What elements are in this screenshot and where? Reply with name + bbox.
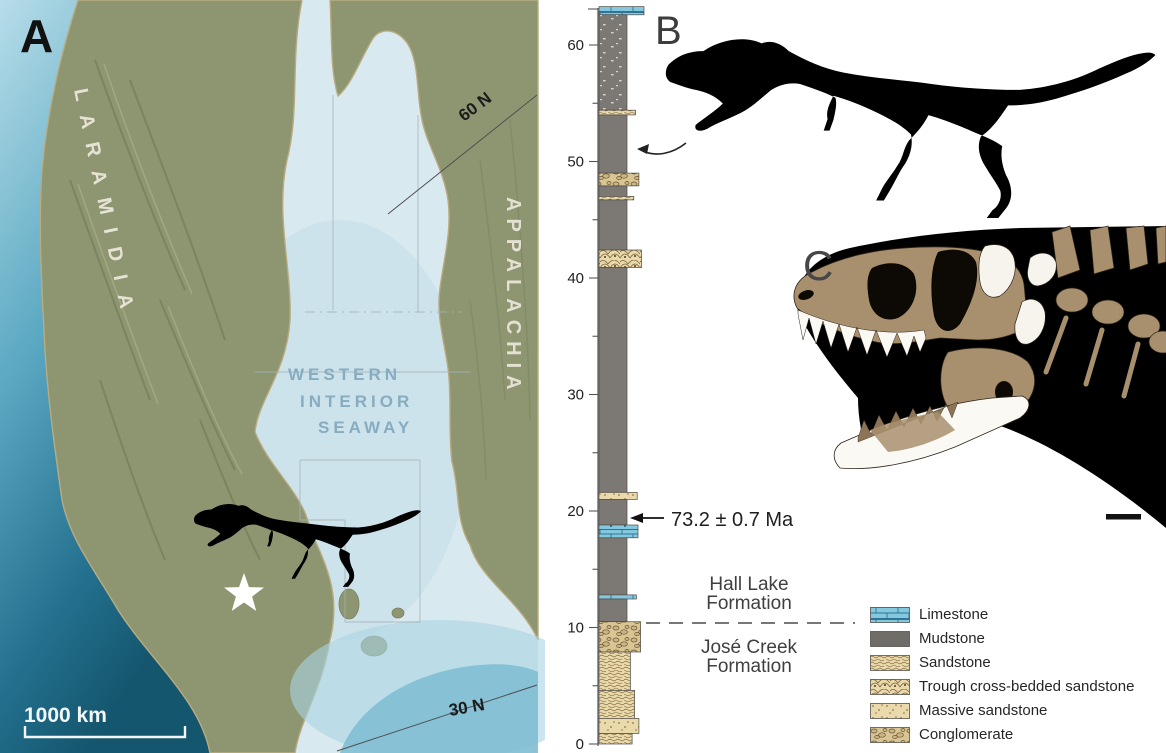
- legend-item-conglomerate: Conglomerate: [870, 724, 1134, 745]
- strat-bed-sandstone: [598, 651, 631, 691]
- hall-lake-formation-label-line2: Formation: [706, 593, 792, 614]
- skull-quadrate-bone: [1014, 298, 1046, 345]
- strat-bed-mudstone_silty: [598, 14, 628, 111]
- appalachia-landmass: [329, 0, 539, 641]
- axis-tick-label: 0: [576, 736, 584, 753]
- legend-swatch-limestone: [870, 606, 910, 623]
- axis-tick-label: 20: [567, 503, 584, 520]
- skull-cervical-ribs: [1043, 315, 1141, 399]
- strat-bed-mudstone: [598, 537, 628, 596]
- skull-reconstruction: [793, 225, 1166, 528]
- paleogeographic-map: 60 N 30 N LARAMIDIA APPALACHIA WESTERN I…: [0, 0, 545, 753]
- legend-swatch-mudstone: [870, 630, 910, 647]
- legend-swatch-conglomerate: [870, 726, 910, 743]
- strat-bed-sandstone: [598, 196, 635, 201]
- jose-creek-formation-label-line2: Formation: [706, 656, 792, 677]
- strat-bed-mudstone: [598, 499, 628, 526]
- skull-orbit: [931, 249, 978, 331]
- axis-tick-label: 30: [567, 387, 584, 404]
- tyrannosaur-silhouette-panel-b: [665, 39, 1156, 218]
- axis-tick-label: 50: [567, 154, 584, 171]
- strat-bed-mudstone: [598, 185, 628, 197]
- legend-label: Mudstone: [919, 630, 985, 647]
- lithology-legend: Limestone Mudstone Sandstone Trough cross-b…: [870, 604, 1134, 745]
- skull-jaw-bone-patch: [870, 412, 955, 452]
- axis-tick-label: 40: [567, 270, 584, 287]
- specimen-level-arrow: [637, 142, 687, 155]
- panel-c-label: C: [803, 242, 833, 289]
- axis-tick-label: 10: [567, 620, 584, 637]
- skull-postorbital-bone: [978, 244, 1016, 298]
- column-axis-ticks: 0 10 20 30 40 50 60: [567, 37, 598, 753]
- axis-tick-label: 60: [567, 37, 584, 54]
- skull-antorbital-fenestra: [867, 263, 917, 320]
- seaway-label-line2: INTERIOR: [300, 392, 413, 411]
- panel-c-scale-bar: [1106, 514, 1141, 520]
- strat-bed-mudstone: [598, 598, 628, 623]
- legend-swatch-massive: [870, 702, 910, 719]
- seaway-label-line3: SEAWAY: [318, 418, 413, 437]
- legend-swatch-sandstone: [870, 654, 910, 671]
- legend-item-massive: Massive sandstone: [870, 700, 1134, 721]
- legend-label: Conglomerate: [919, 726, 1014, 743]
- locality-star-icon: [224, 573, 264, 611]
- strat-bed-sandstone: [598, 690, 635, 719]
- strat-bed-mudstone: [598, 114, 628, 174]
- strat-bed-mudstone: [598, 199, 628, 251]
- legend-label: Massive sandstone: [919, 702, 1048, 719]
- skull-upper-teeth: [797, 309, 927, 358]
- seaway-label-line1: WESTERN: [288, 365, 401, 384]
- hall-lake-formation-label-line1: Hall Lake: [709, 574, 788, 595]
- pacific-ocean: [0, 0, 210, 753]
- gulf-deep-water: [340, 664, 538, 753]
- skull-naris-opening: [798, 290, 814, 300]
- appalachia-label: APPALACHIA: [502, 197, 524, 397]
- legend-label: Limestone: [919, 606, 989, 623]
- appalachia-relief: [469, 119, 531, 481]
- legend-item-sandstone: Sandstone: [870, 652, 1134, 673]
- map-scale-bar: [23, 726, 187, 739]
- map-scale-label: 1000 km: [24, 704, 107, 727]
- laramidia-landmass: [39, 0, 335, 753]
- strat-bed-sandstone: [598, 109, 636, 116]
- strat-bed-limestone: [598, 6, 645, 16]
- seaway-label: WESTERN INTERIOR SEAWAY: [288, 365, 413, 437]
- strat-bed-conglomerate: [598, 621, 641, 653]
- skull-neural-arch-bone: [1027, 252, 1057, 287]
- latitude-line-60n: [387, 94, 538, 215]
- panel-a-label: A: [20, 10, 53, 62]
- jose-creek-formation-label-line1: José Creek: [701, 637, 798, 658]
- age-annotation: 73.2 ± 0.7 Ma: [630, 509, 794, 531]
- legend-label: Sandstone: [919, 654, 991, 671]
- strat-bed-limestone_rubbly: [598, 524, 639, 531]
- strat-bed-massive: [598, 492, 638, 500]
- legend-item-trough: Trough cross-bedded sandstone: [870, 676, 1134, 697]
- laramidia-ridge-highlights: [77, 63, 243, 475]
- age-annotation-label: 73.2 ± 0.7 Ma: [671, 509, 794, 531]
- panel-b-label: B: [655, 9, 682, 53]
- strat-bed-massive: [598, 718, 640, 734]
- legend-swatch-trough: [870, 678, 910, 695]
- strat-bed-sandstone: [598, 733, 633, 745]
- legend-item-limestone: Limestone: [870, 604, 1134, 625]
- strat-bed-trough: [598, 249, 642, 268]
- strat-bed-limestone: [598, 529, 639, 539]
- strat-bed-mudstone: [598, 267, 628, 493]
- strat-bed-limestone: [598, 594, 637, 600]
- state-boundary-lines: [255, 95, 470, 623]
- legend-label: Trough cross-bedded sandstone: [919, 678, 1135, 695]
- latitude-line-30n: [336, 684, 538, 752]
- laramidia-mountain-relief: [69, 59, 261, 561]
- strat-bed-conglomerate: [598, 172, 640, 187]
- strat-column-beds: [598, 6, 645, 745]
- legend-item-mudstone: Mudstone: [870, 628, 1134, 649]
